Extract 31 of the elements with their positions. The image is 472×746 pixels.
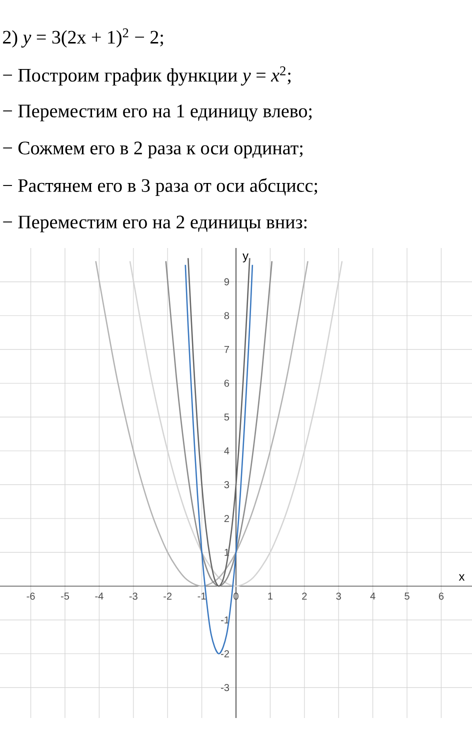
y-tick-label: 9 bbox=[224, 278, 229, 286]
y-tick-label: -2 bbox=[221, 650, 229, 658]
x-tick-label: 1 bbox=[268, 592, 273, 600]
x-tick-label: 4 bbox=[370, 592, 376, 600]
y-tick-label: 5 bbox=[224, 414, 230, 421]
text: − Построим график функции y = x$^{2}$; bbox=[3, 66, 291, 86]
line-series bbox=[165, 260, 273, 587]
text: − Переместим его на 1 единицу влево; bbox=[3, 104, 312, 122]
y-tick-label: 4 bbox=[224, 447, 230, 454]
x-tick-label: -4 bbox=[95, 592, 104, 600]
y-tick-label: 2 bbox=[224, 515, 229, 522]
x-tick-label: -5 bbox=[60, 592, 70, 600]
y-tick-label: -3 bbox=[221, 684, 230, 692]
y-tick-label: 6 bbox=[224, 380, 230, 387]
y-tick-label: 8 bbox=[224, 312, 230, 320]
text: − Переместим его на 2 единицы вниз: bbox=[3, 216, 307, 232]
x-tick-label: -2 bbox=[164, 592, 172, 600]
x-tick-label: 6 bbox=[438, 592, 444, 600]
x-tick-label: -6 bbox=[26, 592, 35, 600]
x-tick-label: -3 bbox=[129, 592, 138, 600]
x-axis-title: x bbox=[458, 574, 465, 581]
line-series bbox=[95, 260, 308, 587]
x-tick-label: 5 bbox=[404, 592, 410, 600]
chart-title: 2) y = 3(2x + 1)$^{2}$ − 2; bbox=[3, 28, 163, 48]
y-tick-label: 3 bbox=[224, 481, 230, 488]
y-axis-title: y bbox=[242, 254, 249, 262]
x-tick-label: 3 bbox=[336, 592, 341, 600]
y-tick-label: 7 bbox=[224, 346, 229, 353]
x-tick-label: 2 bbox=[302, 592, 307, 600]
text: − Растянем его в 3 раза от оси абсцисс; bbox=[3, 178, 318, 196]
text: − Сожмем его в 2 раза к оси ординат; bbox=[3, 142, 302, 158]
